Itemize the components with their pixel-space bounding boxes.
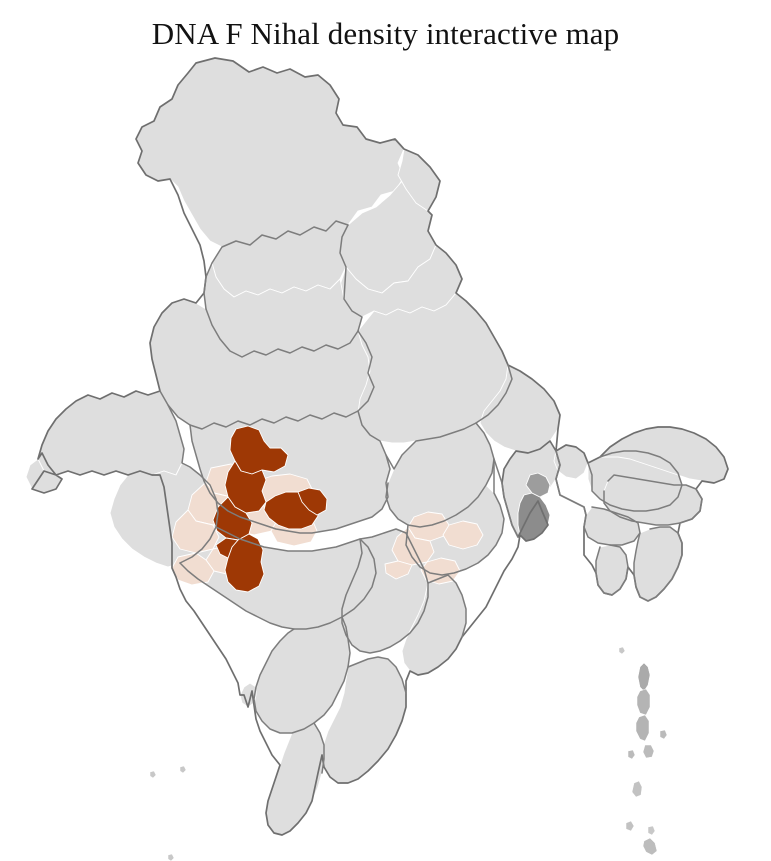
state-boundary-layer: [31, 57, 729, 836]
map-canvas[interactable]: [0, 55, 771, 861]
district-layer-basemap[interactable]: [25, 57, 729, 861]
page-title: DNA F Nihal density interactive map: [151, 16, 620, 51]
andaman-nicobar-islands: [149, 646, 668, 861]
india-map-svg[interactable]: [0, 55, 771, 861]
